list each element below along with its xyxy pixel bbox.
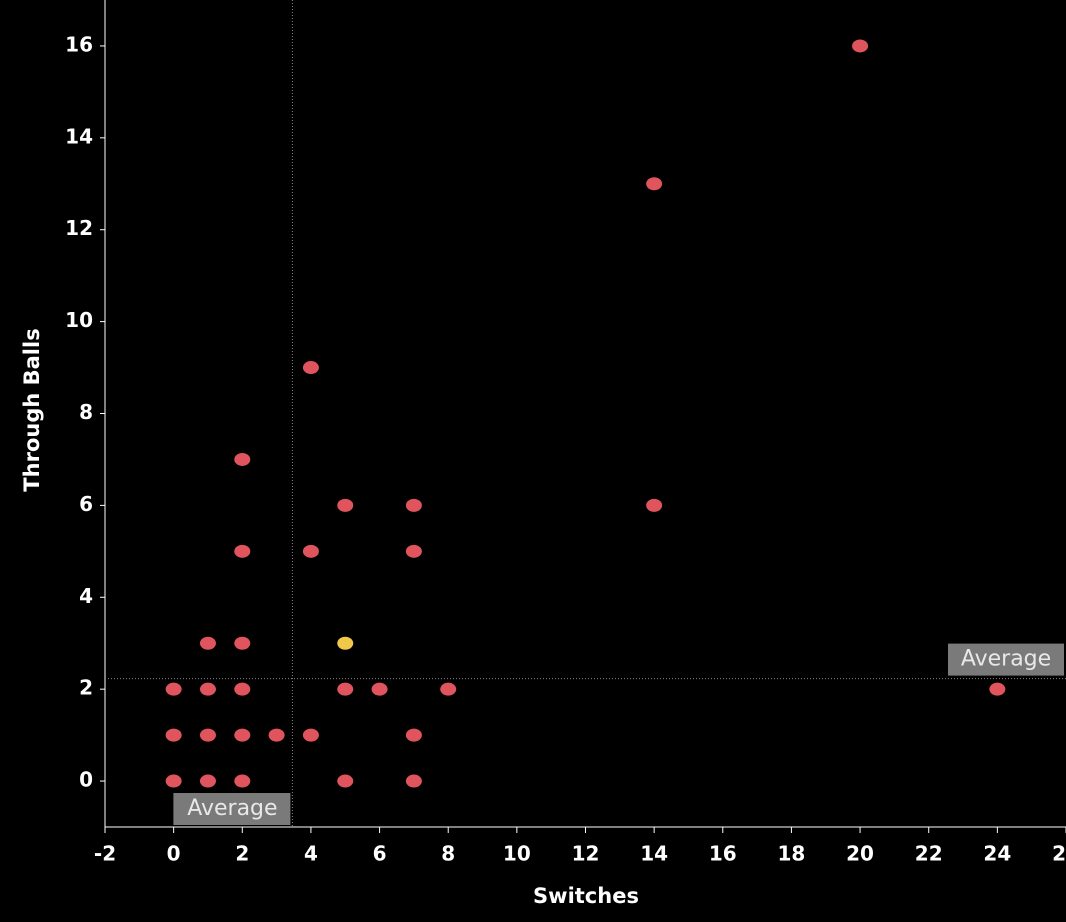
point: [234, 774, 251, 788]
y-tick-label: 8: [79, 400, 93, 424]
x-tick-label: 12: [572, 842, 600, 866]
y-tick-label: 12: [65, 216, 93, 240]
point: [234, 544, 251, 558]
x-tick-label: 6: [373, 842, 387, 866]
y-tick-label: 16: [65, 32, 93, 56]
point: [268, 728, 285, 742]
y-axis-title: Through Balls: [20, 328, 44, 491]
point: [405, 544, 422, 558]
point: [165, 682, 182, 696]
average-label-box: [173, 793, 291, 825]
point: [337, 498, 354, 512]
x-tick-label: 26: [1052, 842, 1066, 866]
point: [199, 728, 216, 742]
x-tick-label: 2: [235, 842, 249, 866]
x-tick-label: -2: [94, 842, 116, 866]
point: [371, 682, 388, 696]
y-tick-label: 6: [79, 492, 93, 516]
point: [199, 682, 216, 696]
point: [337, 774, 354, 788]
point: [302, 728, 319, 742]
point: [646, 498, 663, 512]
point: [852, 39, 869, 53]
x-tick-label: 16: [709, 842, 737, 866]
point: [234, 452, 251, 466]
point: [405, 728, 422, 742]
point: [989, 682, 1006, 696]
y-tick-label: 0: [79, 768, 93, 792]
point: [165, 728, 182, 742]
x-tick-label: 4: [304, 842, 318, 866]
average-label-box: [948, 643, 1064, 676]
point: [405, 498, 422, 512]
point: [234, 728, 251, 742]
point: [234, 682, 251, 696]
x-tick-label: 24: [983, 842, 1011, 866]
point: [234, 636, 251, 650]
x-average-label: Average: [187, 796, 277, 821]
point: [337, 636, 354, 650]
point: [165, 774, 182, 788]
x-tick-label: 10: [503, 842, 531, 866]
x-tick-label: 22: [915, 842, 943, 866]
y-tick-label: 10: [65, 308, 93, 332]
point: [646, 177, 663, 191]
y-tick-label: 14: [65, 124, 93, 148]
x-tick-label: 20: [846, 842, 874, 866]
point: [302, 544, 319, 558]
point: [405, 774, 422, 788]
x-tick-label: 0: [167, 842, 181, 866]
x-tick-label: 8: [441, 842, 455, 866]
point: [199, 774, 216, 788]
x-tick-label: 14: [640, 842, 668, 866]
point: [199, 636, 216, 650]
y-average-label: Average: [961, 647, 1051, 672]
y-tick-label: 4: [79, 584, 93, 608]
y-tick-label: 2: [79, 676, 93, 700]
x-axis-title: Switches: [533, 884, 639, 908]
point: [440, 682, 457, 696]
point: [302, 361, 319, 375]
x-tick-label: 18: [778, 842, 806, 866]
point: [337, 682, 354, 696]
